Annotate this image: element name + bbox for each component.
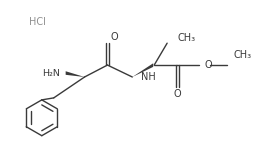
Polygon shape bbox=[132, 63, 153, 77]
Text: O: O bbox=[205, 60, 212, 70]
Text: NH: NH bbox=[141, 72, 156, 82]
Text: CH₃: CH₃ bbox=[234, 50, 252, 60]
Text: O: O bbox=[110, 32, 118, 42]
Polygon shape bbox=[66, 71, 84, 77]
Text: HCl: HCl bbox=[29, 17, 46, 27]
Text: H₂N: H₂N bbox=[42, 69, 60, 78]
Text: O: O bbox=[173, 89, 181, 99]
Text: CH₃: CH₃ bbox=[177, 33, 195, 43]
